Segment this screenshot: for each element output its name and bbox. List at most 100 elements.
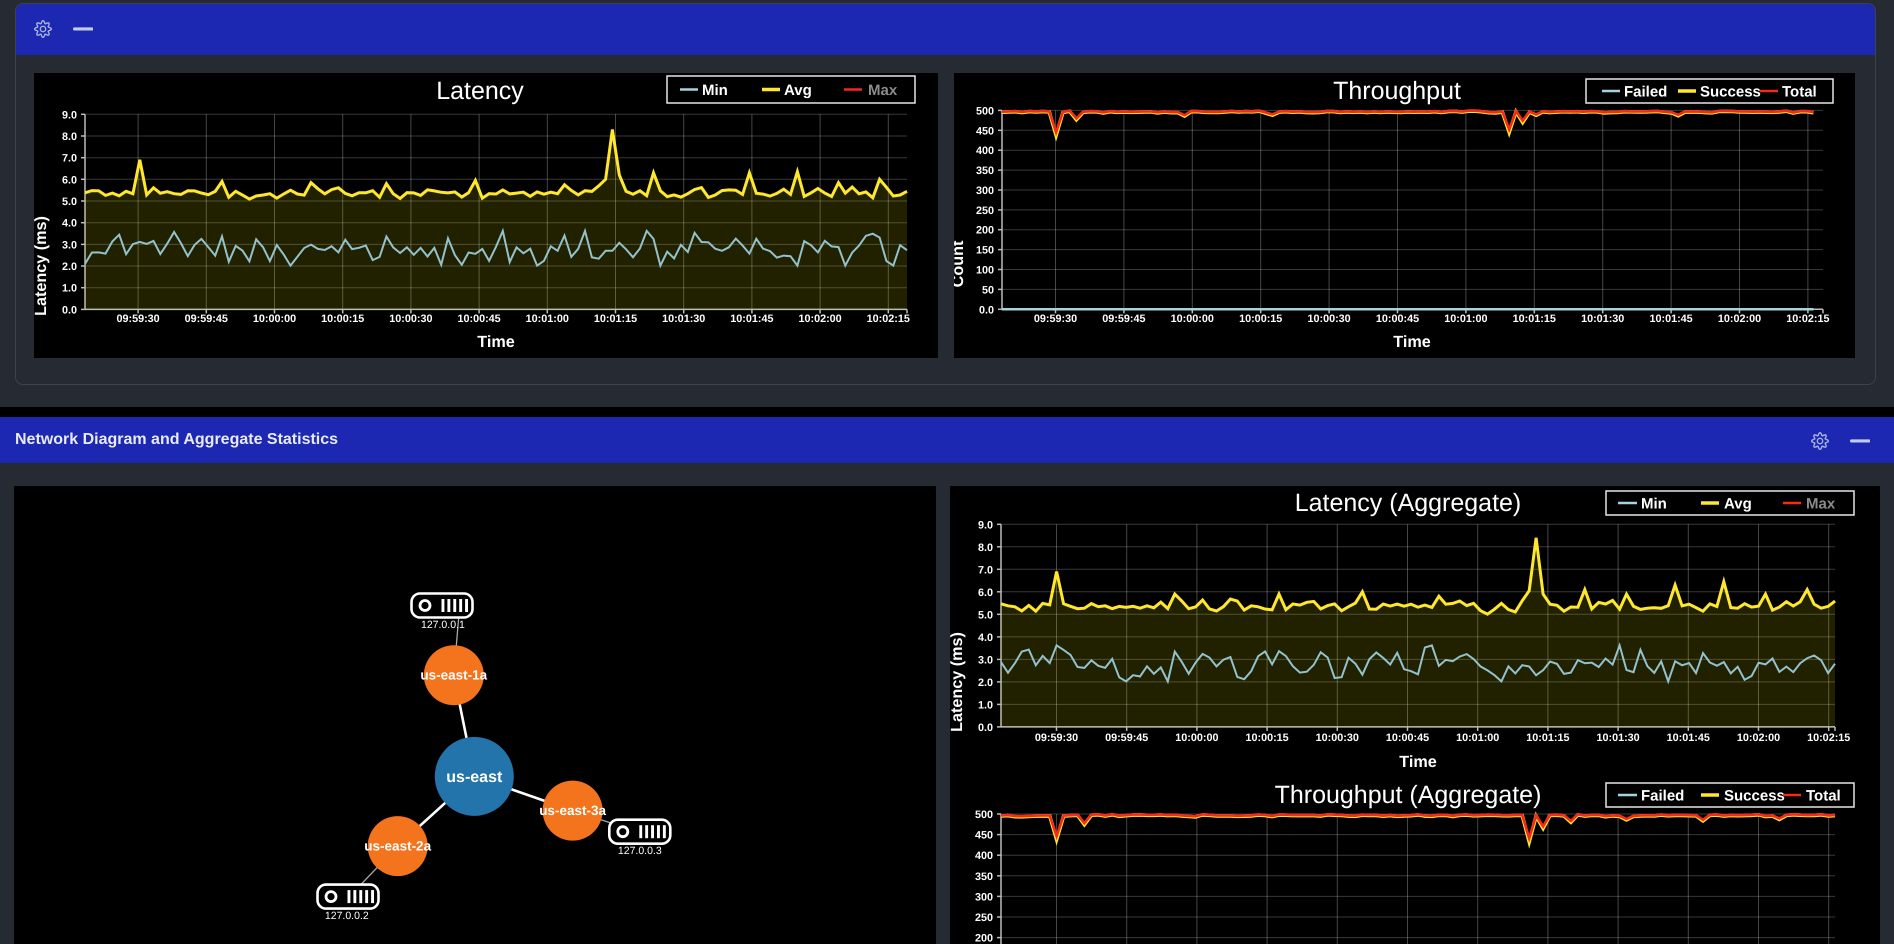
svg-text:Success: Success	[1700, 84, 1761, 101]
svg-text:10:01:45: 10:01:45	[730, 313, 773, 325]
svg-text:10:02:00: 10:02:00	[1718, 313, 1761, 325]
svg-text:10:01:00: 10:01:00	[1456, 732, 1499, 744]
svg-text:10:00:45: 10:00:45	[457, 313, 500, 325]
svg-text:200: 200	[976, 225, 994, 237]
svg-text:Throughput: Throughput	[1333, 77, 1461, 105]
svg-text:10:01:15: 10:01:15	[1526, 732, 1569, 744]
svg-text:10:01:45: 10:01:45	[1667, 732, 1710, 744]
svg-text:09:59:45: 09:59:45	[1102, 313, 1145, 325]
svg-text:1.0: 1.0	[978, 699, 993, 711]
svg-text:2.0: 2.0	[62, 261, 77, 273]
svg-text:5.0: 5.0	[62, 196, 77, 208]
svg-text:10:00:30: 10:00:30	[1307, 313, 1350, 325]
svg-text:Failed: Failed	[1641, 788, 1684, 805]
svg-text:350: 350	[976, 165, 994, 177]
svg-text:127.0.0.1: 127.0.0.1	[421, 619, 465, 631]
svg-text:10:00:00: 10:00:00	[253, 313, 296, 325]
svg-text:100: 100	[976, 265, 994, 277]
svg-text:10:00:00: 10:00:00	[1171, 313, 1214, 325]
svg-text:400: 400	[975, 850, 993, 862]
svg-text:3.0: 3.0	[62, 239, 77, 251]
svg-text:10:01:15: 10:01:15	[594, 313, 637, 325]
svg-text:3.0: 3.0	[978, 654, 993, 666]
svg-text:us-east-1a: us-east-1a	[420, 668, 487, 683]
svg-text:300: 300	[976, 185, 994, 197]
svg-text:450: 450	[975, 830, 993, 842]
svg-text:Avg: Avg	[1724, 496, 1752, 513]
svg-text:Throughput (Aggregate): Throughput (Aggregate)	[1275, 781, 1542, 809]
svg-text:9.0: 9.0	[62, 109, 77, 121]
svg-text:Time: Time	[1399, 753, 1437, 771]
svg-text:450: 450	[976, 125, 994, 137]
svg-text:Total: Total	[1782, 84, 1817, 101]
svg-text:09:59:45: 09:59:45	[1105, 732, 1148, 744]
svg-text:500: 500	[975, 809, 993, 821]
svg-text:127.0.0.2: 127.0.0.2	[325, 910, 369, 922]
svg-text:10:02:00: 10:02:00	[1737, 732, 1780, 744]
svg-text:250: 250	[976, 205, 994, 217]
svg-text:9.0: 9.0	[978, 519, 993, 531]
svg-text:5.0: 5.0	[978, 609, 993, 621]
svg-text:10:00:45: 10:00:45	[1376, 313, 1419, 325]
svg-text:4.0: 4.0	[978, 632, 993, 644]
svg-text:10:02:15: 10:02:15	[1786, 313, 1829, 325]
svg-text:09:59:45: 09:59:45	[185, 313, 228, 325]
svg-text:10:00:30: 10:00:30	[389, 313, 432, 325]
svg-text:Total: Total	[1806, 788, 1841, 805]
svg-text:Count: Count	[954, 240, 967, 287]
svg-text:10:02:15: 10:02:15	[1807, 732, 1850, 744]
svg-text:09:59:30: 09:59:30	[1034, 313, 1077, 325]
svg-text:6.0: 6.0	[978, 587, 993, 599]
svg-text:10:01:30: 10:01:30	[662, 313, 705, 325]
svg-text:10:00:00: 10:00:00	[1175, 732, 1218, 744]
svg-text:8.0: 8.0	[978, 542, 993, 554]
svg-text:us-east: us-east	[446, 769, 503, 786]
svg-text:10:02:15: 10:02:15	[867, 313, 910, 325]
svg-text:Time: Time	[477, 333, 515, 351]
svg-text:Max: Max	[868, 82, 898, 99]
svg-text:Success: Success	[1724, 788, 1785, 805]
svg-text:0.0: 0.0	[978, 722, 993, 734]
svg-text:Time: Time	[1393, 333, 1431, 351]
svg-text:Max: Max	[1806, 496, 1836, 513]
svg-text:250: 250	[975, 912, 993, 924]
svg-text:10:01:00: 10:01:00	[1444, 313, 1487, 325]
svg-text:09:59:30: 09:59:30	[116, 313, 159, 325]
svg-text:Latency (ms): Latency (ms)	[950, 632, 966, 732]
svg-text:Min: Min	[1641, 496, 1667, 513]
svg-text:Latency (Aggregate): Latency (Aggregate)	[1295, 489, 1522, 517]
svg-text:500: 500	[976, 105, 994, 117]
svg-text:150: 150	[976, 245, 994, 257]
svg-text:7.0: 7.0	[978, 564, 993, 576]
svg-text:127.0.0.3: 127.0.0.3	[618, 845, 662, 857]
svg-text:us-east-3a: us-east-3a	[539, 803, 606, 818]
svg-text:Failed: Failed	[1624, 84, 1667, 101]
svg-text:Avg: Avg	[784, 82, 812, 99]
svg-text:Min: Min	[702, 82, 728, 99]
svg-text:1.0: 1.0	[62, 283, 77, 295]
svg-text:10:02:00: 10:02:00	[798, 313, 841, 325]
svg-text:300: 300	[975, 891, 993, 903]
svg-text:0.0: 0.0	[62, 304, 77, 316]
svg-text:us-east-2a: us-east-2a	[364, 839, 431, 854]
svg-text:10:00:15: 10:00:15	[321, 313, 364, 325]
svg-text:10:00:15: 10:00:15	[1239, 313, 1282, 325]
svg-text:10:01:30: 10:01:30	[1596, 732, 1639, 744]
svg-text:10:00:30: 10:00:30	[1316, 732, 1359, 744]
svg-text:8.0: 8.0	[62, 131, 77, 143]
svg-text:10:01:15: 10:01:15	[1513, 313, 1556, 325]
svg-text:200: 200	[975, 933, 993, 944]
svg-text:6.0: 6.0	[62, 174, 77, 186]
svg-text:7.0: 7.0	[62, 153, 77, 165]
svg-text:Latency (ms): Latency (ms)	[34, 216, 50, 316]
svg-text:350: 350	[975, 871, 993, 883]
svg-text:400: 400	[976, 145, 994, 157]
svg-text:10:01:00: 10:01:00	[526, 313, 569, 325]
svg-text:10:00:45: 10:00:45	[1386, 732, 1429, 744]
svg-text:50: 50	[982, 284, 994, 296]
svg-text:10:01:45: 10:01:45	[1649, 313, 1692, 325]
svg-text:Latency: Latency	[436, 77, 524, 105]
svg-text:4.0: 4.0	[62, 218, 77, 230]
svg-text:2.0: 2.0	[978, 677, 993, 689]
svg-text:09:59:30: 09:59:30	[1035, 732, 1078, 744]
